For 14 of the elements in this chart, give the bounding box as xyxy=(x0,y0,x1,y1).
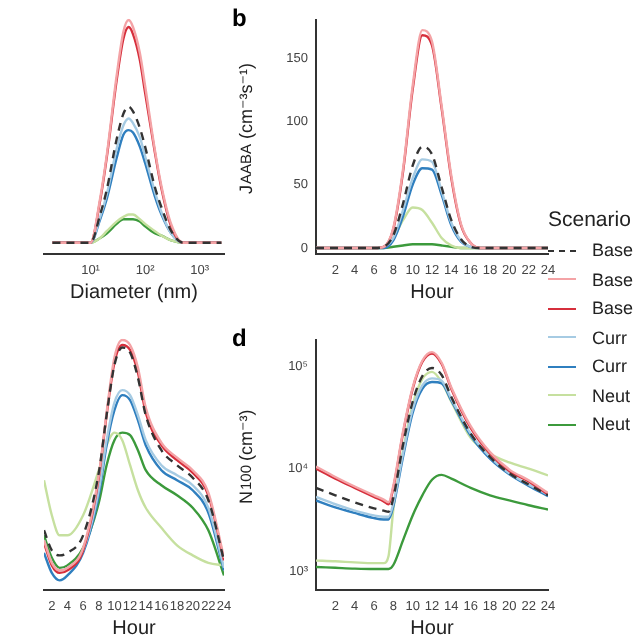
legend-label: Neut xyxy=(592,385,631,406)
legend-label: Curr xyxy=(592,327,627,348)
legend-title: Scenario xyxy=(548,208,633,232)
x-axis-title: Hour xyxy=(112,617,157,640)
legend-label: Curr xyxy=(592,356,627,377)
legend-label: Base xyxy=(592,269,634,290)
legend-label: Base xyxy=(592,240,634,261)
chart-title: d xyxy=(232,324,247,352)
x-axis-title: Hour xyxy=(410,617,455,640)
x-axis-title: Hour xyxy=(410,281,455,304)
chart-title: b xyxy=(232,4,247,32)
x-axis-title: Diameter (nm) xyxy=(70,281,198,304)
legend-label: Neut xyxy=(592,414,631,435)
legend-label: Base xyxy=(592,298,634,319)
